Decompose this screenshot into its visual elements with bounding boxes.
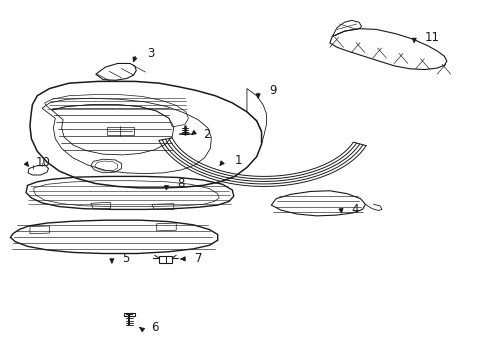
Text: 8: 8 [177,177,184,190]
Text: 9: 9 [268,84,276,97]
Text: 6: 6 [151,321,158,334]
Text: 1: 1 [234,154,242,167]
Text: 7: 7 [194,252,202,265]
Text: 4: 4 [351,203,359,216]
Text: 5: 5 [122,252,130,265]
Text: 10: 10 [36,156,51,168]
Text: 2: 2 [203,127,210,141]
Text: 3: 3 [147,47,154,60]
Text: 11: 11 [424,31,439,44]
